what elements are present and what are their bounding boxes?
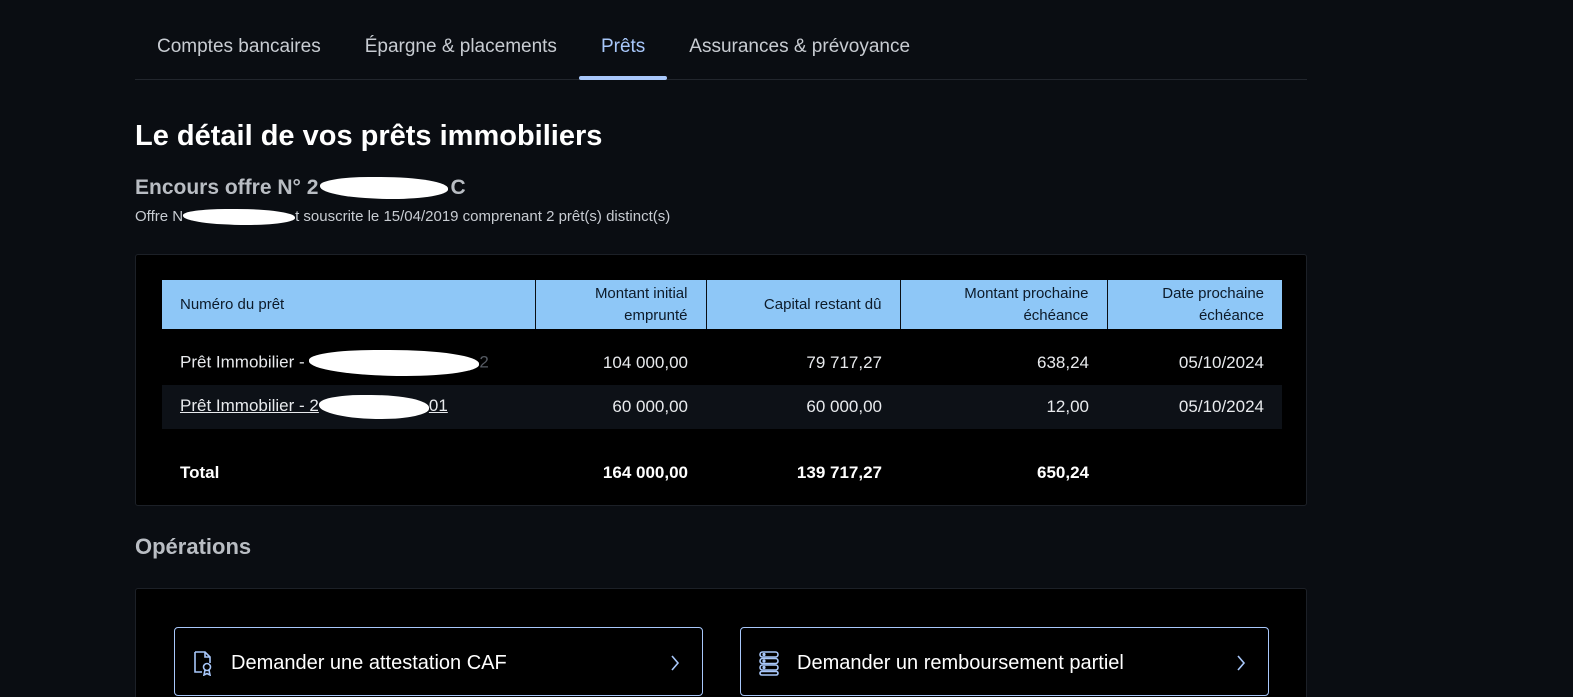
- next-date-cell: 05/10/2024: [1107, 385, 1282, 429]
- request-partial-repayment-label[interactable]: Demander un remboursement partiel: [797, 652, 1124, 674]
- initial-amount-cell: 60 000,00: [535, 385, 706, 429]
- request-caf-certificate-button[interactable]: Demander une attestation CAF: [174, 627, 703, 696]
- total-next-amount: 650,24: [1037, 463, 1089, 482]
- tab-epargne-placements[interactable]: Épargne & placements: [364, 36, 557, 57]
- remaining-capital-cell: 60 000,00: [706, 385, 900, 429]
- page-title: Le détail de vos prêts immobiliers: [135, 120, 603, 152]
- offer-subtitle-prefix: Offre N: [135, 208, 184, 225]
- loan-number-prefix[interactable]: Prêt Immobilier -: [180, 352, 310, 372]
- header-initial-amount-line1: Montant initial: [594, 284, 688, 302]
- loans-card: Numéro du prêt Montant initial emprunté …: [135, 254, 1307, 506]
- header-next-date-line1: Date prochaine: [1162, 284, 1264, 302]
- offer-title: Encours offre N° 2 C: [135, 176, 466, 200]
- offer-subtitle: Offre N t souscrite le 15/04/2019 compren…: [135, 208, 671, 226]
- total-empty-cell: [1107, 429, 1282, 503]
- table-row: Prêt Immobilier - 2 104 000,00 79 717,27…: [162, 329, 1282, 385]
- header-remaining-capital: Capital restant dû: [706, 280, 901, 329]
- next-date-cell: 05/10/2024: [1178, 353, 1264, 372]
- document-certificate-icon: [194, 651, 212, 676]
- chevron-right-icon: [1237, 655, 1246, 671]
- operations-title: Opérations: [135, 534, 252, 559]
- operations-card: Demander une attestation CAF Demander un…: [135, 588, 1307, 697]
- loan-number-suffix[interactable]: 01: [428, 396, 448, 416]
- stacked-coins-icon: [759, 651, 779, 676]
- next-amount-cell: 638,24: [1037, 353, 1089, 372]
- offer-title-suffix: C: [450, 176, 466, 199]
- loan-number-link[interactable]: Prêt Immobilier - 2 01: [180, 395, 448, 419]
- header-loan-number: Numéro du prêt: [162, 280, 536, 329]
- total-row: Total 164 000,00 139 717,27 650,24: [162, 429, 1282, 503]
- tab-comptes-bancaires[interactable]: Comptes bancaires: [157, 36, 321, 57]
- next-amount-cell: 12,00: [900, 385, 1107, 429]
- header-initial-amount-line2: emprunté: [624, 306, 688, 324]
- offer-subtitle-suffix: t souscrite le 15/04/2019 comprenant 2 p…: [295, 208, 671, 225]
- main-content: Comptes bancaires Épargne & placements P…: [135, 0, 1307, 697]
- table-row: Prêt Immobilier - 2 01 60 000,00 60 000,0…: [162, 385, 1282, 429]
- loans-table: Numéro du prêt Montant initial emprunté …: [162, 280, 1282, 503]
- header-next-date-line2: échéance: [1198, 306, 1264, 324]
- loan-number-cell[interactable]: Prêt Immobilier - 2: [162, 329, 535, 385]
- offer-title-prefix: Encours offre N° 2: [135, 176, 319, 199]
- redaction-mark: [318, 395, 429, 419]
- loan-number-suffix: 2: [479, 352, 489, 372]
- request-partial-repayment-button[interactable]: Demander un remboursement partiel: [740, 627, 1269, 696]
- total-initial-amount: 164 000,00: [602, 463, 688, 482]
- tab-assurances-prevoyance[interactable]: Assurances & prévoyance: [689, 36, 911, 57]
- redaction-mark: [309, 350, 480, 376]
- loan-number-cell[interactable]: Prêt Immobilier - 2 01: [162, 385, 535, 429]
- header-next-amount-line1: Montant prochaine: [964, 284, 1089, 302]
- header-next-amount: Montant prochaine échéance: [900, 280, 1108, 329]
- table-header-row: Numéro du prêt Montant initial emprunté …: [162, 280, 1282, 329]
- header-next-date: Date prochaine échéance: [1107, 280, 1282, 329]
- header-initial-amount: Montant initial emprunté: [535, 280, 707, 329]
- initial-amount-cell: 104 000,00: [602, 353, 688, 372]
- redaction-mark: [183, 209, 296, 226]
- header-next-amount-line2: échéance: [1023, 306, 1089, 324]
- product-tabs: Comptes bancaires Épargne & placements P…: [135, 0, 1307, 80]
- loan-number-prefix[interactable]: Prêt Immobilier - 2: [180, 396, 319, 416]
- tab-prets[interactable]: Prêts: [578, 0, 668, 80]
- request-caf-certificate-label[interactable]: Demander une attestation CAF: [231, 652, 507, 674]
- redaction-mark: [320, 177, 449, 200]
- chevron-right-icon: [671, 655, 680, 671]
- total-remaining-capital: 139 717,27: [796, 463, 882, 482]
- remaining-capital-cell: 79 717,27: [806, 353, 882, 372]
- total-label: Total: [180, 463, 220, 482]
